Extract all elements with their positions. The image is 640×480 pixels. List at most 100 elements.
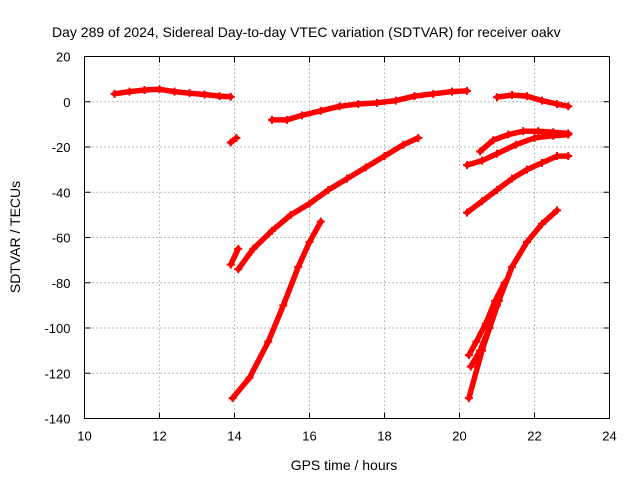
data-point [305, 238, 314, 247]
data-point [343, 174, 351, 183]
data-point [414, 133, 423, 142]
data-point [110, 89, 119, 98]
data-point [485, 324, 494, 332]
x-axis-label: GPS time / hours [291, 457, 398, 473]
satellite-track [468, 298, 502, 370]
data-point [234, 244, 243, 253]
data-point [268, 226, 276, 235]
data-point [519, 127, 528, 136]
y-tick-label: -100 [44, 321, 70, 336]
data-point [279, 301, 288, 310]
satellite-track [228, 246, 241, 268]
data-point [155, 85, 164, 94]
data-point [538, 158, 546, 167]
data-point [399, 140, 408, 149]
data-point [464, 394, 473, 403]
y-tick-label: -60 [52, 231, 71, 246]
data-point [489, 136, 498, 145]
satellite-track [464, 153, 572, 216]
data-point [286, 210, 295, 219]
data-point [226, 260, 235, 269]
satellite-track [111, 86, 234, 100]
data-point [508, 90, 516, 99]
data-point [226, 138, 235, 147]
data-point [511, 140, 520, 149]
x-tick-label: 14 [227, 429, 241, 444]
data-point [316, 217, 325, 226]
data-point [549, 128, 558, 137]
data-point [185, 89, 194, 98]
data-point [500, 278, 509, 287]
chart-title: Day 289 of 2024, Sidereal Day-to-day VTE… [52, 24, 561, 40]
data-point [472, 337, 481, 346]
data-point [538, 219, 546, 228]
x-tick-label: 20 [452, 429, 466, 444]
x-tick-label: 24 [602, 429, 616, 444]
data-point [200, 90, 209, 99]
data-point [354, 100, 363, 109]
data-point [523, 165, 531, 174]
y-tick-label: -20 [52, 140, 71, 155]
y-tick-label: 20 [56, 50, 70, 65]
grid [84, 56, 610, 419]
data-point [493, 185, 501, 194]
data-point [463, 86, 471, 95]
data-point [493, 149, 501, 158]
data-point [508, 174, 516, 183]
data-point [361, 163, 370, 172]
x-tick-label: 18 [377, 429, 391, 444]
data-point [463, 161, 471, 170]
data-point [215, 92, 224, 101]
data-point [564, 129, 573, 138]
data-point [523, 92, 531, 101]
data-point [523, 238, 531, 247]
data-point [391, 96, 400, 105]
data-point [125, 87, 134, 96]
data-point [249, 244, 258, 253]
data-tracks [110, 85, 573, 403]
data-point [316, 106, 325, 115]
data-point [283, 115, 291, 124]
data-point [530, 133, 539, 142]
data-point [228, 394, 237, 403]
x-tick-label: 22 [527, 429, 541, 444]
data-point [335, 102, 344, 111]
data-point [264, 337, 273, 346]
data-point [324, 185, 333, 194]
x-tick-label: 10 [77, 429, 91, 444]
data-point [493, 93, 501, 102]
data-point [504, 130, 513, 139]
data-point [410, 92, 419, 101]
data-point [508, 262, 516, 271]
satellite-track [466, 207, 560, 401]
data-point [494, 296, 503, 305]
data-point [464, 351, 473, 360]
data-point [298, 111, 306, 120]
y-tick-label: -140 [44, 412, 70, 427]
data-point [448, 87, 456, 96]
data-point [232, 133, 241, 142]
data-point [553, 152, 561, 161]
data-point [476, 147, 485, 156]
data-point [564, 152, 573, 161]
data-point [478, 197, 486, 206]
data-point [226, 92, 235, 101]
data-point [466, 362, 475, 371]
y-axis-label: SDTVAR / TECUs [7, 181, 23, 293]
data-point [294, 262, 303, 271]
axis-ticks: 10 12 14 16 18 20 22 24 -140 -120 -100 -80 -60 -40 -20… [44, 50, 616, 444]
data-point [429, 89, 438, 98]
data-point [476, 346, 485, 355]
data-point [170, 87, 179, 96]
data-point [564, 102, 573, 111]
data-point [373, 98, 381, 107]
satellite-track [235, 135, 421, 272]
data-point [534, 127, 543, 136]
data-point [140, 85, 149, 94]
data-point [553, 206, 561, 215]
x-tick-label: 12 [152, 429, 166, 444]
y-tick-label: -120 [44, 366, 70, 381]
data-point [268, 115, 276, 124]
data-point [245, 373, 254, 382]
